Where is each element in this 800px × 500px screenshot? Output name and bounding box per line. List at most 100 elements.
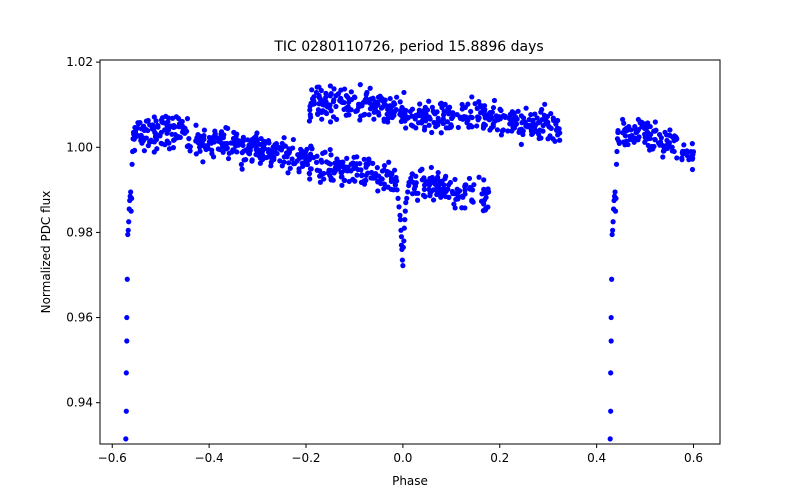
data-point xyxy=(385,119,391,125)
data-point xyxy=(300,163,306,169)
data-point xyxy=(416,110,422,116)
data-point xyxy=(285,170,291,176)
data-point xyxy=(261,141,268,147)
data-point xyxy=(531,125,538,131)
data-point xyxy=(481,186,487,193)
data-point xyxy=(510,116,517,122)
data-point xyxy=(690,150,696,156)
data-point xyxy=(304,154,310,160)
data-point xyxy=(652,136,658,143)
data-point xyxy=(441,108,447,115)
data-point xyxy=(281,154,287,160)
data-point xyxy=(396,204,402,210)
data-point xyxy=(467,185,473,192)
data-point xyxy=(550,136,556,142)
data-point xyxy=(348,89,354,95)
data-point xyxy=(281,135,287,141)
data-point xyxy=(393,107,399,113)
data-point xyxy=(355,101,362,107)
x-tick-label: 0.0 xyxy=(393,451,412,465)
data-point xyxy=(652,119,658,125)
data-point xyxy=(399,257,405,263)
data-point xyxy=(306,170,312,176)
data-point xyxy=(523,105,529,111)
data-point xyxy=(290,136,296,143)
data-point xyxy=(320,150,326,157)
data-point xyxy=(459,205,465,211)
data-point xyxy=(656,132,663,138)
data-point xyxy=(123,370,129,376)
data-point xyxy=(608,314,614,321)
data-point xyxy=(219,141,225,148)
data-point xyxy=(332,160,338,166)
data-point xyxy=(379,168,386,174)
data-point xyxy=(283,150,290,156)
data-point xyxy=(216,138,222,144)
data-point xyxy=(323,90,329,96)
data-point xyxy=(469,124,475,130)
data-point xyxy=(370,174,376,180)
data-point xyxy=(318,157,324,163)
data-point xyxy=(491,97,498,104)
data-point xyxy=(176,121,183,127)
data-point xyxy=(139,140,145,146)
data-point xyxy=(455,124,461,131)
data-point xyxy=(684,149,690,155)
data-point xyxy=(241,157,247,163)
data-point xyxy=(515,108,521,114)
data-point xyxy=(377,93,383,99)
data-point xyxy=(493,113,499,119)
data-point xyxy=(344,155,350,161)
data-point xyxy=(353,108,359,114)
data-point xyxy=(502,114,508,121)
data-point xyxy=(667,127,673,133)
data-point xyxy=(616,140,622,147)
data-point xyxy=(314,84,320,90)
data-point xyxy=(640,124,646,130)
data-point xyxy=(499,128,505,134)
data-point xyxy=(620,116,626,123)
data-point xyxy=(452,176,458,183)
data-point xyxy=(226,150,232,156)
data-point xyxy=(610,219,616,225)
data-point xyxy=(170,145,177,151)
data-point xyxy=(199,139,205,145)
data-point xyxy=(128,208,134,214)
data-point xyxy=(268,159,274,165)
data-point xyxy=(545,136,551,142)
data-point xyxy=(466,175,473,182)
data-point xyxy=(477,102,483,109)
data-point xyxy=(462,191,468,197)
data-point xyxy=(237,139,244,145)
data-point xyxy=(135,120,141,126)
data-point xyxy=(319,116,325,122)
data-point xyxy=(511,125,517,131)
data-point xyxy=(290,145,296,151)
data-point xyxy=(438,186,445,193)
data-point xyxy=(530,117,536,123)
data-point xyxy=(200,159,206,165)
data-point xyxy=(277,158,283,164)
data-point xyxy=(401,238,407,244)
data-point xyxy=(342,177,348,183)
data-point xyxy=(260,152,266,158)
data-point xyxy=(664,137,670,144)
data-point xyxy=(542,101,548,107)
data-point xyxy=(478,110,484,116)
data-point xyxy=(388,171,394,177)
data-point xyxy=(354,172,360,178)
data-point xyxy=(404,195,410,201)
data-point xyxy=(131,136,137,142)
data-point xyxy=(129,195,135,201)
data-point xyxy=(368,169,375,176)
x-tick-label: 0.2 xyxy=(490,451,509,465)
data-point xyxy=(421,186,427,192)
data-point xyxy=(645,131,651,137)
data-point xyxy=(125,227,131,233)
data-point xyxy=(505,128,511,134)
data-point xyxy=(476,99,482,105)
data-point xyxy=(210,134,216,140)
data-point xyxy=(526,117,532,123)
data-point xyxy=(429,104,435,110)
